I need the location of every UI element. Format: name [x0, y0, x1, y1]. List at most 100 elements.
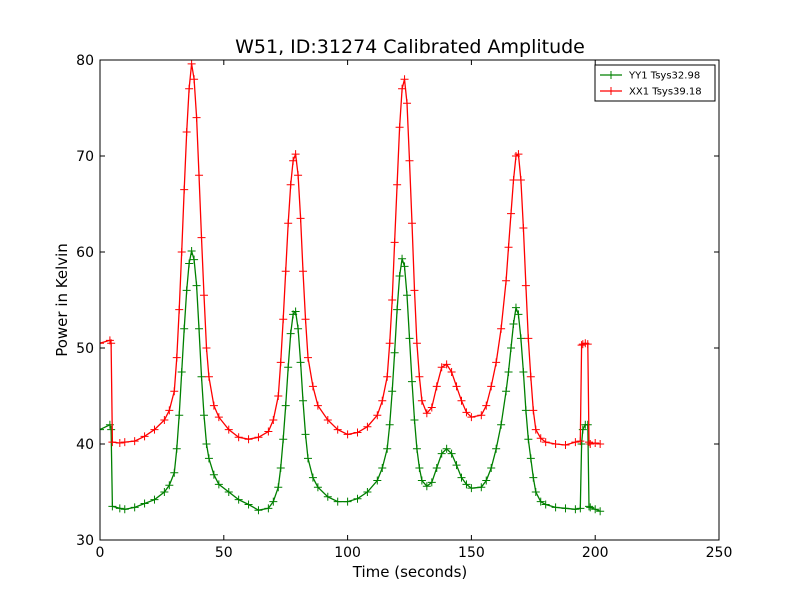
y-tick-label: 30	[76, 533, 94, 549]
data-point	[403, 291, 412, 300]
data-point	[467, 413, 476, 422]
data-point	[551, 440, 560, 448]
data-point	[447, 368, 456, 376]
data-point	[585, 502, 594, 511]
data-point	[204, 372, 213, 381]
data-point	[197, 372, 206, 381]
data-point	[180, 324, 189, 333]
data-point	[504, 368, 513, 376]
data-point	[447, 449, 456, 458]
data-point	[576, 504, 585, 513]
data-point	[385, 420, 394, 429]
data-point	[393, 305, 402, 314]
data-point	[390, 238, 399, 247]
data-point	[363, 488, 372, 496]
data-point	[541, 500, 550, 509]
y-tick-label: 80	[76, 53, 94, 69]
data-point	[398, 254, 407, 263]
data-point	[269, 416, 278, 424]
data-point	[284, 363, 293, 372]
data-point	[509, 320, 518, 328]
y-tick-label: 70	[76, 149, 94, 165]
data-point	[526, 372, 535, 381]
data-point	[108, 502, 117, 511]
data-point	[281, 267, 290, 276]
data-point	[442, 360, 451, 369]
y-tick-label: 50	[76, 341, 94, 357]
data-point	[422, 409, 431, 418]
x-tick-label: 200	[582, 545, 609, 561]
x-tick-label: 250	[706, 545, 733, 561]
data-point	[529, 406, 538, 415]
data-point	[403, 99, 412, 108]
data-point	[308, 382, 317, 391]
data-point	[417, 396, 426, 405]
data-point	[417, 476, 426, 485]
data-point	[583, 340, 592, 349]
data-point	[269, 497, 278, 506]
data-point	[519, 368, 528, 376]
data-point	[591, 439, 600, 448]
data-point	[516, 334, 525, 343]
data-point	[214, 413, 223, 422]
data-point	[244, 500, 253, 509]
data-point	[170, 387, 179, 396]
data-point	[353, 428, 362, 437]
data-point	[452, 461, 461, 470]
plot-area	[99, 59, 720, 541]
data-point	[289, 156, 298, 165]
data-point	[308, 473, 317, 482]
data-point	[343, 430, 352, 439]
data-point	[172, 444, 181, 453]
data-point	[504, 243, 513, 252]
data-point	[521, 281, 530, 290]
data-point	[286, 180, 295, 189]
data-point	[209, 401, 218, 410]
legend-box	[594, 64, 716, 102]
data-point	[437, 449, 446, 458]
data-point	[274, 392, 283, 400]
data-point	[313, 483, 322, 492]
data-point	[410, 286, 419, 295]
data-point	[279, 435, 288, 444]
data-point	[442, 444, 451, 453]
data-point	[529, 473, 538, 482]
data-point	[507, 209, 516, 218]
data-point	[378, 464, 387, 472]
data-point	[165, 406, 174, 415]
data-point	[180, 185, 189, 194]
x-tick-label: 0	[96, 545, 105, 561]
axis-ticks: 0 50 100 150 200 250 30 40 50 60 70 80	[76, 53, 732, 561]
data-point	[497, 420, 506, 429]
data-point	[170, 468, 179, 477]
data-point	[373, 476, 382, 485]
data-point	[224, 488, 233, 496]
data-point	[437, 363, 446, 372]
data-point	[150, 425, 159, 434]
data-point	[591, 505, 600, 514]
data-point	[234, 495, 243, 504]
axes-frame	[99, 59, 720, 541]
data-point	[195, 171, 204, 180]
data-point	[497, 324, 506, 333]
data-point	[204, 454, 213, 463]
data-point	[323, 416, 332, 424]
data-point	[177, 368, 186, 376]
data-point	[509, 176, 518, 184]
data-point	[511, 303, 520, 312]
data-point	[120, 438, 129, 447]
y-tick-label: 60	[76, 245, 94, 261]
data-point	[187, 247, 196, 256]
data-point	[343, 497, 352, 506]
data-point	[571, 505, 580, 514]
data-point	[502, 387, 511, 396]
data-point	[373, 411, 382, 420]
data-point	[432, 464, 441, 472]
data-point	[291, 307, 300, 316]
data-point	[427, 403, 436, 412]
data-point	[457, 396, 466, 405]
data-point	[596, 507, 605, 516]
data-point	[526, 454, 535, 463]
data-point	[286, 329, 295, 338]
